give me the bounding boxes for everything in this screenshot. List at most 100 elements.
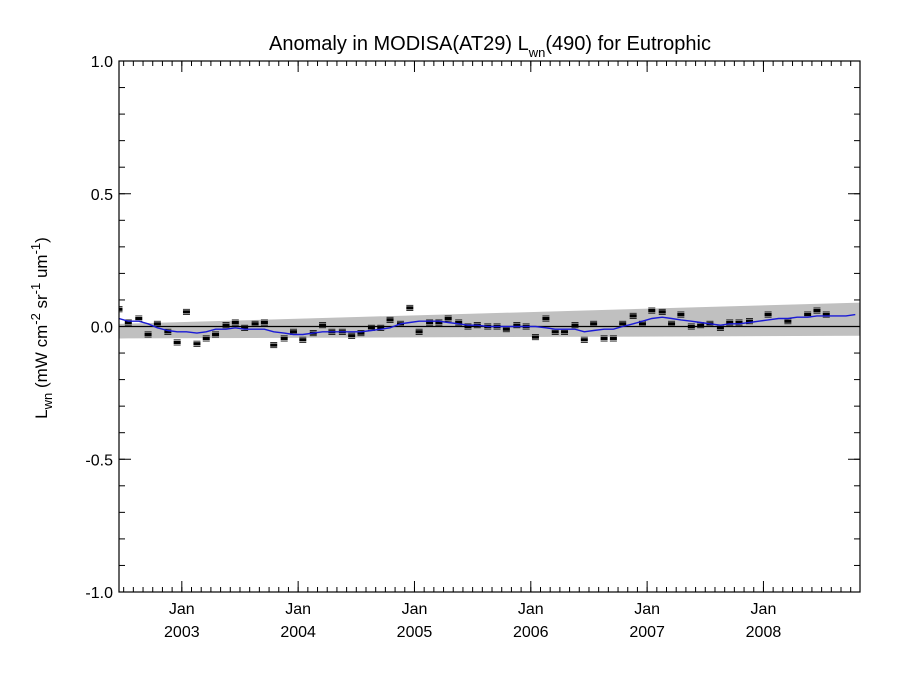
data-point — [464, 323, 472, 330]
data-point — [182, 308, 190, 315]
data-point-marker — [697, 323, 705, 327]
y-axis-label: Lwn (mW cm-2 sr-1 um-1) — [28, 237, 55, 419]
data-point — [319, 322, 327, 329]
data-point — [444, 315, 452, 322]
data-point-marker — [551, 330, 559, 334]
data-point-marker — [513, 323, 521, 327]
y-axis-label-units: (mW cm — [32, 325, 51, 393]
y-tick-label: -0.5 — [85, 452, 113, 469]
data-point-marker — [822, 312, 830, 317]
data-point — [609, 335, 617, 342]
data-point-marker — [241, 326, 249, 330]
data-point — [270, 342, 278, 349]
x-tick-year: 2007 — [629, 624, 665, 641]
data-point-marker — [677, 312, 685, 317]
data-point — [658, 308, 666, 315]
x-tick-year: 2003 — [164, 624, 200, 641]
data-point-marker — [182, 310, 190, 314]
data-point-marker — [561, 330, 569, 334]
data-point-marker — [173, 340, 181, 345]
data-point-marker — [119, 307, 123, 311]
data-point-marker — [231, 320, 239, 325]
plot-content — [119, 302, 860, 349]
data-point — [435, 319, 443, 326]
x-tick-year: 2006 — [513, 624, 549, 641]
data-point-marker — [367, 326, 375, 330]
data-point-marker — [435, 320, 443, 325]
data-point-marker — [299, 338, 307, 342]
data-point — [687, 323, 695, 330]
data-point-marker — [619, 322, 627, 326]
data-point — [513, 322, 521, 329]
data-point — [668, 320, 676, 327]
data-point-marker — [251, 322, 259, 326]
y-tick-label: 0.0 — [91, 320, 113, 337]
data-point — [119, 306, 123, 313]
data-point-marker — [260, 320, 268, 325]
data-point — [357, 330, 365, 337]
x-tick-year: 2005 — [397, 624, 433, 641]
y-axis-label-subscript: wn — [40, 393, 55, 411]
y-axis-label-superscript: -2 — [28, 313, 43, 325]
data-point — [677, 311, 685, 318]
data-point — [280, 335, 288, 342]
data-point — [629, 312, 637, 319]
data-point — [173, 339, 181, 346]
data-point-marker — [531, 335, 539, 339]
data-point-marker — [135, 316, 143, 321]
data-point — [531, 334, 539, 341]
x-tick-month: Jan — [285, 601, 311, 618]
data-point — [726, 319, 734, 326]
y-axis-label-units: ) — [32, 237, 51, 243]
data-point-marker — [735, 320, 743, 325]
data-point-marker — [716, 326, 724, 330]
data-point-marker — [813, 308, 821, 313]
data-point — [386, 316, 394, 323]
data-point — [764, 311, 772, 318]
data-point-marker — [542, 316, 550, 321]
data-point-marker — [764, 312, 772, 317]
plot-area: 1.0 0.5 0.0 -0.5 -1.0 Jan 2003 Jan 2004 Jan 2005 Ja… — [85, 54, 861, 641]
data-point-marker — [502, 327, 510, 331]
data-point-marker — [464, 324, 472, 329]
y-axis-label-superscript: -1 — [28, 283, 43, 295]
x-tick-month: Jan — [169, 601, 195, 618]
data-point-marker — [600, 336, 608, 341]
data-point-marker — [386, 318, 394, 322]
data-point-marker — [280, 336, 288, 341]
data-point — [193, 340, 201, 347]
data-point-marker — [377, 326, 385, 330]
data-point-marker — [406, 306, 414, 310]
svg-text:Lwn (mW cm-2 sr-1 um-1): Lwn (mW cm-2 sr-1 um-1) — [28, 237, 55, 419]
y-axis-label-symbol: L — [32, 409, 51, 418]
data-point-marker — [687, 324, 695, 329]
data-point — [299, 336, 307, 343]
data-point-marker — [609, 336, 617, 341]
y-axis-label-units: um — [32, 254, 51, 282]
data-point-marker — [124, 320, 132, 325]
data-point — [406, 304, 414, 311]
data-point — [571, 322, 579, 329]
data-point-marker — [222, 323, 230, 327]
data-point — [822, 311, 830, 318]
data-point — [600, 335, 608, 342]
x-tick-year: 2004 — [280, 624, 316, 641]
chart-title: Anomaly in MODISA(AT29) Lwn(490) for Eut… — [269, 33, 711, 60]
data-point — [348, 332, 356, 339]
data-point-marker — [726, 320, 734, 325]
data-point — [144, 331, 152, 338]
data-point — [202, 335, 210, 342]
data-point-marker — [658, 310, 666, 314]
data-point — [542, 315, 550, 322]
data-point-marker — [348, 334, 356, 338]
data-point — [260, 319, 268, 326]
data-point-marker — [357, 331, 365, 335]
x-tick-year: 2008 — [746, 624, 782, 641]
data-point-marker — [164, 330, 172, 334]
data-point — [231, 319, 239, 326]
data-point-marker — [668, 322, 676, 326]
data-point-marker — [212, 332, 220, 337]
data-point-marker — [415, 330, 423, 334]
data-point — [580, 336, 588, 343]
